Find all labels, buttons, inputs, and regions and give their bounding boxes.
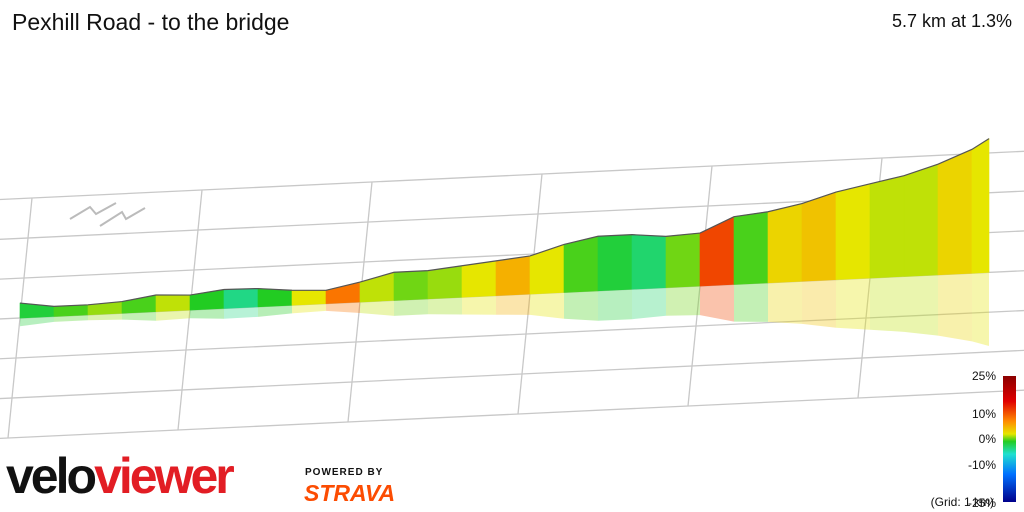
profile-segment-reflection — [20, 316, 54, 327]
profile-segment-reflection — [836, 278, 870, 330]
profile-segment-reflection — [190, 308, 224, 319]
logo-velo: velo — [6, 448, 97, 504]
profile-segment-reflection — [666, 286, 700, 316]
profile-segment — [223, 288, 259, 309]
powered-by-label: POWERED BY — [305, 467, 384, 478]
profile-segment-reflection — [156, 310, 190, 321]
grid-line-row — [0, 309, 1024, 360]
profile-segment-reflection — [54, 314, 88, 322]
profile-segment — [495, 255, 531, 296]
profile-segment — [801, 191, 837, 282]
profile-segment-reflection — [972, 272, 989, 346]
profile-segment-reflection — [292, 303, 326, 314]
profile-segment-reflection — [904, 274, 938, 336]
profile-segment — [937, 148, 973, 276]
profile-segment — [461, 260, 497, 298]
profile-segment — [257, 288, 293, 308]
profile-segment — [427, 265, 463, 300]
profile-reflection — [20, 272, 989, 346]
profile-segment-reflection — [326, 302, 360, 313]
profile-segment-reflection — [734, 282, 768, 322]
profile-segment — [767, 203, 803, 284]
profile-segment-reflection — [258, 305, 292, 317]
profile-ridge-line — [19, 138, 990, 308]
profile-segment — [393, 270, 429, 301]
profile-segment-reflection — [496, 294, 530, 315]
profile-segment — [903, 163, 939, 277]
profile-segment — [835, 183, 871, 280]
profile-segment-reflection — [938, 273, 972, 342]
grid-line-row — [0, 150, 1024, 201]
profile-segment — [733, 211, 769, 285]
profile-segment-reflection — [122, 311, 156, 321]
profile-segment-reflection — [700, 284, 734, 322]
profile-segment — [971, 138, 990, 274]
profile-segment-reflection — [360, 300, 394, 316]
profile-segment-reflection — [428, 297, 462, 315]
profile-segment-reflection — [224, 306, 258, 319]
profile-segment — [699, 216, 735, 287]
grid-line-row — [0, 389, 1024, 440]
grid-scale-note: (Grid: 1 km) — [930, 495, 994, 509]
profile-segment — [529, 244, 565, 295]
profile-segment-reflection — [870, 276, 904, 332]
grid-line-row — [0, 349, 1024, 400]
profile-segment-reflection — [802, 279, 836, 328]
profile-segment-reflection — [632, 287, 666, 320]
profile-segment-reflection — [598, 289, 632, 321]
profile-segment-reflection — [768, 281, 802, 324]
profile-segment — [869, 175, 905, 279]
logo-viewer: viewer — [94, 448, 235, 504]
profile-wall — [19, 138, 990, 319]
segment-title: Pexhill Road - to the bridge — [12, 9, 290, 35]
profile-segment-reflection — [88, 313, 122, 321]
strava-logo[interactable]: STRAVA — [304, 480, 396, 506]
profile-segment-reflection — [462, 295, 496, 315]
profile-segment — [155, 294, 191, 312]
profile-segment — [291, 289, 327, 306]
profile-segment — [631, 234, 667, 290]
profile-segment — [665, 232, 701, 288]
profile-segment — [563, 235, 599, 293]
profile-segment-reflection — [530, 292, 564, 319]
profile-segment-reflection — [564, 290, 598, 321]
veloviewer-logo[interactable]: veloviewer — [6, 448, 235, 504]
profile-segment-reflection — [394, 298, 428, 316]
profile-segment — [597, 234, 633, 292]
profile-segment — [325, 281, 361, 304]
segment-summary: 5.7 km at 1.3% — [891, 11, 1012, 31]
